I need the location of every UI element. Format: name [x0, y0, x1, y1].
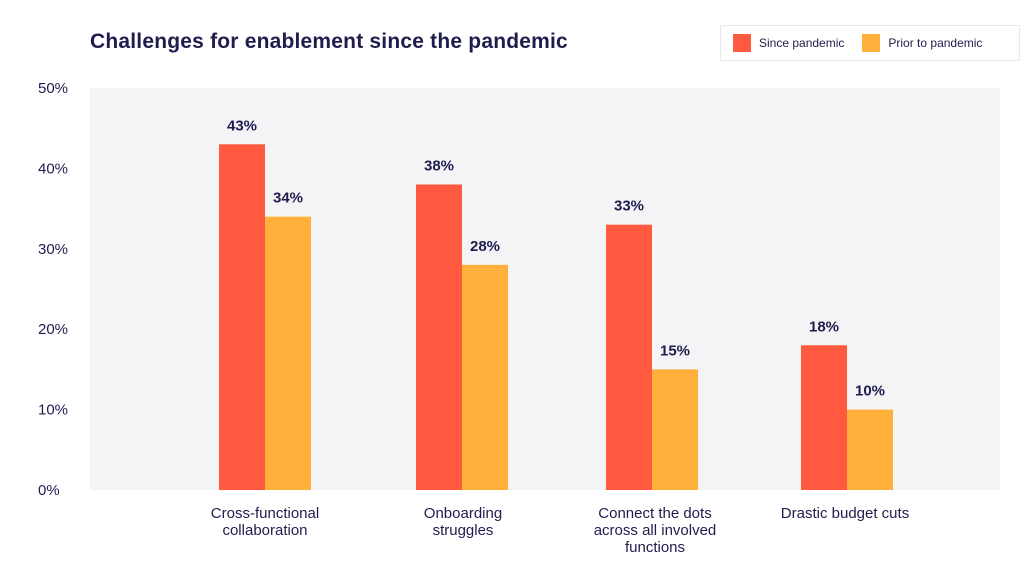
bar-prior-3 [847, 409, 893, 490]
legend-swatch-prior [862, 34, 881, 52]
data-label-prior-3: 10% [855, 383, 885, 400]
data-label-prior-0: 34% [273, 190, 303, 207]
legend-label-prior: Prior to pandemic [888, 36, 983, 50]
y-tick-label: 20% [38, 321, 68, 338]
chart-title: Challenges for enablement since the pand… [90, 30, 568, 53]
x-tick-label-3: Drastic budget cuts [780, 505, 910, 522]
bar-since-0 [219, 144, 265, 490]
x-tick-label-2: Connect the dots across all involved fun… [593, 505, 717, 556]
bar-since-2 [606, 224, 652, 490]
y-tick-label: 10% [38, 402, 68, 419]
data-label-since-1: 38% [424, 157, 454, 174]
data-label-since-0: 43% [227, 117, 257, 134]
legend-item-since: Since pandemic [733, 34, 844, 52]
bar-prior-1 [462, 264, 508, 490]
y-tick-label: 50% [38, 80, 68, 97]
legend: Since pandemic Prior to pandemic [720, 25, 1020, 61]
y-tick-label: 40% [38, 160, 68, 177]
data-label-since-3: 18% [809, 318, 839, 335]
legend-swatch-since [733, 34, 751, 52]
x-tick-label-0: Cross-functional collaboration [210, 505, 320, 539]
data-label-prior-2: 15% [660, 342, 690, 359]
y-tick-label: 30% [38, 241, 68, 258]
bar-prior-2 [652, 369, 698, 490]
legend-label-since: Since pandemic [759, 36, 845, 50]
bar-prior-0 [265, 216, 311, 490]
bar-since-1 [416, 184, 462, 491]
bar-since-3 [801, 345, 847, 490]
x-tick-label-1: Onboarding struggles [423, 505, 503, 539]
legend-item-prior: Prior to pandemic [862, 34, 982, 52]
data-label-prior-1: 28% [470, 238, 500, 255]
y-tick-label: 0% [38, 482, 60, 499]
data-label-since-2: 33% [614, 198, 644, 215]
